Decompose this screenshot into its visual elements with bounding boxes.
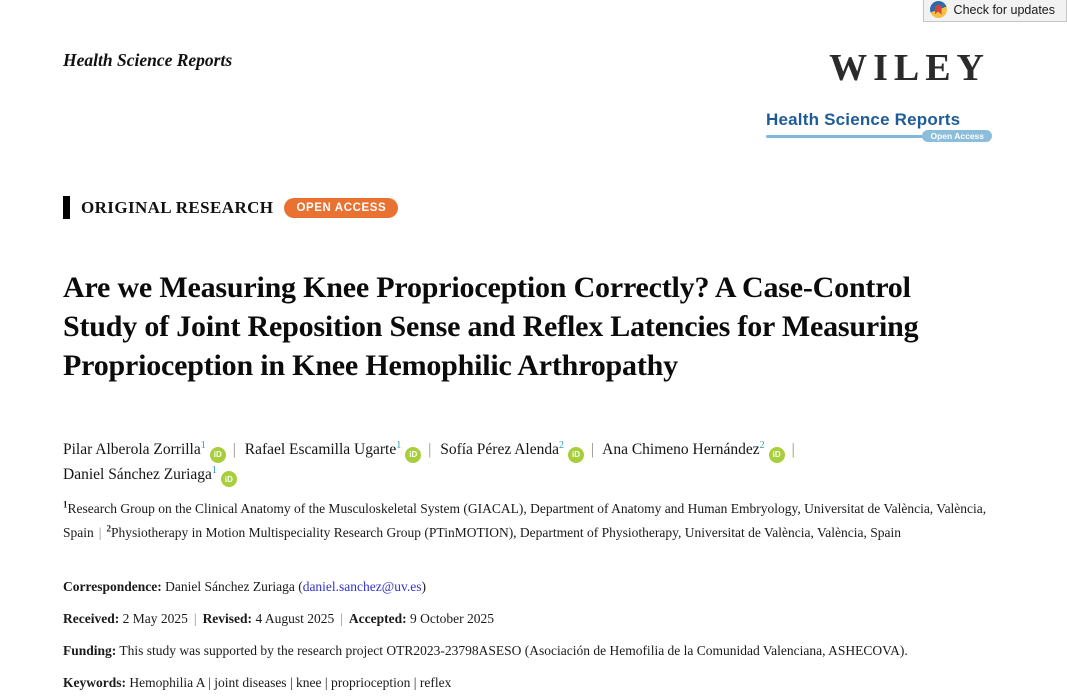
author-name: Rafael Escamilla Ugarte <box>244 441 397 458</box>
open-access-badge: OPEN ACCESS <box>284 197 399 218</box>
keywords-list: Hemophilia A | joint diseases | knee | p… <box>129 675 452 690</box>
orcid-icon[interactable]: iD <box>568 446 584 463</box>
author-affiliation-sup: 1 <box>211 464 217 476</box>
funding-line: Funding: This study was supported by the… <box>63 641 1003 660</box>
author-affiliation-sup: 2 <box>759 439 765 451</box>
section-label: ORIGINAL RESEARCH <box>81 197 274 217</box>
section-bar <box>63 196 70 219</box>
author-name: Daniel Sánchez Zuriaga <box>63 465 212 483</box>
publisher-brand-block: WILEY Health Science Reports Open Access <box>766 47 992 142</box>
journal-logo-rule: Open Access <box>766 130 992 142</box>
author: Rafael Escamilla Ugarte1iD <box>244 439 423 463</box>
affiliation-text: Physiotherapy in Motion Multispeciality … <box>110 525 901 540</box>
crossmark-flame-shape <box>934 4 942 15</box>
check-for-updates-label: Check for updates <box>953 2 1055 17</box>
affiliation-separator: | <box>98 525 102 540</box>
revised-label: Revised: <box>202 611 253 626</box>
affiliation-sup: 2 <box>106 523 111 534</box>
author: Daniel Sánchez Zuriaga1iD <box>63 464 239 487</box>
received-label: Received: <box>63 611 120 626</box>
correspondence-label: Correspondence: <box>63 579 162 594</box>
author: Ana Chimeno Hernández2iD <box>602 439 787 463</box>
date-separator: | <box>340 611 343 626</box>
history-line: Received: 2 May 2025 | Revised: 4 August 2… <box>63 609 1003 628</box>
crossmark-icon <box>929 1 947 18</box>
date-separator: | <box>193 611 197 626</box>
author-separator: | <box>428 441 432 458</box>
author-list: Pilar Alberola Zorrilla1iD | Rafael Escam… <box>63 438 963 487</box>
correspondence-name: Daniel Sánchez Zuriaga <box>165 579 295 594</box>
orcid-icon[interactable]: iD <box>209 446 226 463</box>
journal-logo: Health Science Reports <box>766 110 961 129</box>
article-title: Are we Measuring Knee Proprioception Cor… <box>63 271 919 382</box>
open-access-pill: Open Access <box>922 130 992 142</box>
author-separator: | <box>591 441 595 458</box>
funding-text: This study was supported by the research… <box>119 643 908 658</box>
author-affiliation-sup: 1 <box>200 439 206 451</box>
journal-running-head: Health Science Reports <box>63 50 233 70</box>
section-row: ORIGINAL RESEARCH OPEN ACCESS <box>63 196 399 219</box>
affiliation-sup: 1 <box>63 499 68 510</box>
revised-date: 4 August 2025 <box>255 611 335 626</box>
keywords-label: Keywords: <box>63 675 126 690</box>
author: Sofía Pérez Alenda2 iD <box>440 439 586 463</box>
author-separator: | <box>232 441 236 458</box>
correspondence-email-link[interactable]: daniel.sanchez@uv.es <box>302 579 422 594</box>
correspondence-email-wrap: daniel.sanchez@uv.es <box>298 579 426 594</box>
accepted-date: 9 October 2025 <box>410 611 494 626</box>
orcid-icon[interactable]: iD <box>220 471 237 487</box>
orcid-icon[interactable]: iD <box>405 446 422 463</box>
keywords-line: Keywords: Hemophilia A | joint diseases … <box>63 673 1003 692</box>
received-date: 2 May 2025 <box>122 611 188 626</box>
correspondence-line: Correspondence: Daniel Sánchez Zuriaga d… <box>63 577 1003 596</box>
orcid-icon[interactable]: iD <box>768 446 785 463</box>
wiley-logo: WILEY <box>829 47 990 89</box>
accepted-label: Accepted: <box>348 611 407 626</box>
author-name: Sofía Pérez Alenda <box>440 441 559 458</box>
author-name: Pilar Alberola Zorrilla <box>63 441 201 458</box>
funding-label: Funding: <box>63 643 117 658</box>
check-for-updates-button[interactable]: Check for updates <box>922 0 1067 22</box>
author-name: Ana Chimeno Hernández <box>602 441 760 458</box>
author-affiliation-sup: 2 <box>559 439 564 451</box>
affiliations: 1Research Group on the Clinical Anatomy … <box>63 497 997 545</box>
author-separator: | <box>791 441 795 458</box>
author-affiliation-sup: 1 <box>396 439 402 451</box>
affiliation-text: Research Group on the Clinical Anatomy o… <box>63 501 987 540</box>
author: Pilar Alberola Zorrilla1iD <box>63 439 228 463</box>
